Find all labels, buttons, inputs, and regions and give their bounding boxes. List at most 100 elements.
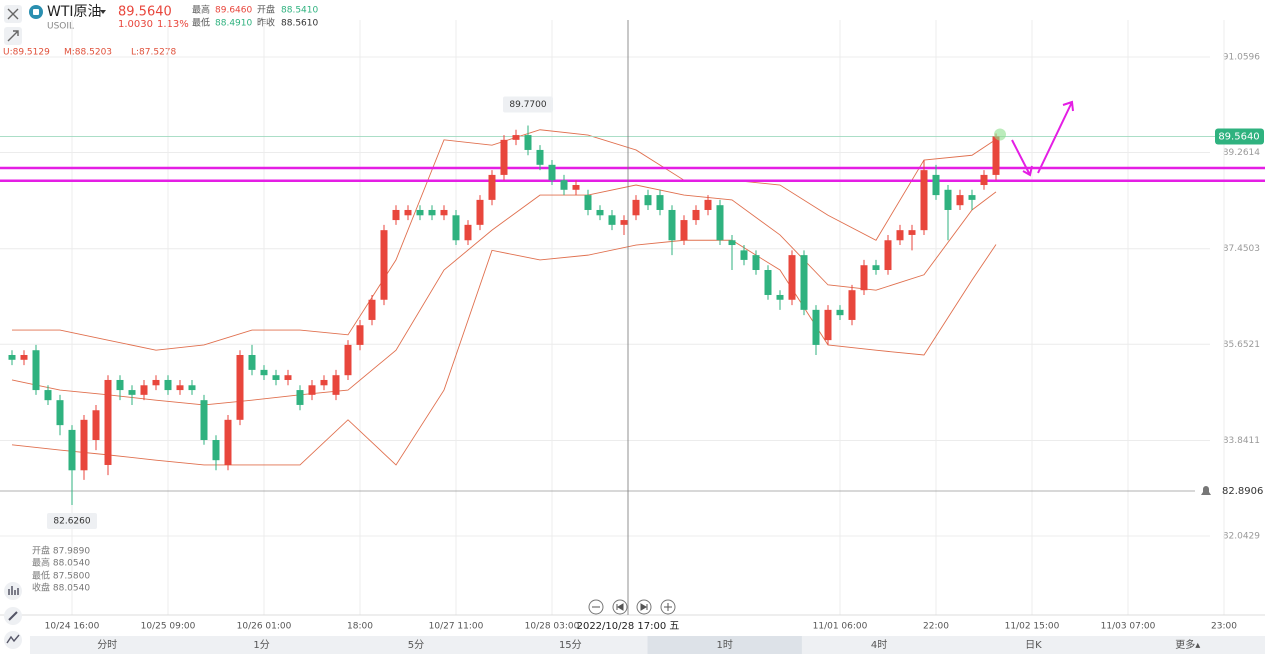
band-lower	[11, 239, 997, 466]
candle-body	[296, 390, 304, 405]
candle-body	[512, 135, 520, 140]
drawn-arrow[interactable]	[1011, 139, 1033, 177]
zoom-out[interactable]	[588, 599, 604, 615]
low-marker-box	[47, 513, 97, 530]
candle-body	[392, 209, 400, 221]
candle-body	[776, 294, 784, 300]
candle-body	[464, 224, 472, 241]
draw-tool[interactable]	[4, 607, 22, 625]
candle-body	[176, 385, 184, 391]
candle-body	[800, 255, 808, 310]
candle-body	[920, 170, 928, 231]
candle-body	[164, 379, 172, 391]
jump-start[interactable]	[612, 599, 628, 615]
bell-icon	[1201, 485, 1211, 495]
close-button[interactable]	[4, 5, 22, 23]
candle-body	[8, 355, 16, 360]
stat-label: 最高	[192, 4, 210, 16]
candle-body	[152, 379, 160, 386]
candle-body	[68, 429, 76, 471]
candle-body	[872, 265, 880, 271]
candle-body	[356, 325, 364, 345]
tab[interactable]: 15分	[559, 639, 582, 651]
price: 89.5640	[118, 5, 172, 20]
y-tick-label: 91.0596	[1223, 52, 1260, 62]
candle-body	[944, 189, 952, 210]
candle-body	[632, 199, 640, 216]
stat-label: 昨收	[257, 17, 275, 29]
y-tick-label: 87.4503	[1223, 244, 1260, 254]
tooltip-line: 开盘 87.9890	[32, 545, 90, 557]
candle-body	[860, 265, 868, 291]
candle-body	[584, 195, 592, 210]
candle-body	[320, 379, 328, 386]
candle-body	[704, 199, 712, 210]
candle-body	[812, 309, 820, 345]
tooltip-line: 最高 88.0540	[32, 557, 90, 569]
candle-body	[104, 379, 112, 465]
candle-body	[536, 149, 544, 165]
x-tick-label: 10/27 11:00	[429, 622, 484, 632]
expand-button[interactable]	[4, 27, 22, 45]
candle-body	[656, 195, 664, 210]
candle-body	[128, 390, 136, 395]
crosshair-box	[580, 618, 676, 634]
candle-body	[572, 185, 580, 190]
stat-value: 88.4910	[215, 19, 252, 29]
candle-body	[896, 230, 904, 241]
candle-body	[980, 174, 988, 186]
pattern-tool[interactable]	[4, 631, 22, 649]
stat-value: 89.6460	[215, 6, 252, 16]
tab[interactable]: 5分	[408, 639, 424, 651]
x-tick-label: 10/26 01:00	[237, 622, 292, 632]
x-tick-label: 18:00	[347, 622, 373, 632]
tab[interactable]: 4时	[871, 639, 887, 651]
low-marker-label: 82.6260	[53, 517, 90, 527]
x-tick-label: 11/03 07:00	[1101, 622, 1156, 632]
candle-body	[680, 220, 688, 241]
change-pct: 1.13%	[157, 19, 189, 30]
symbol-code: USOIL	[47, 22, 74, 32]
candle-body	[32, 350, 40, 391]
indicator-tool[interactable]	[4, 582, 22, 600]
candle-body	[260, 369, 268, 376]
candle-body	[788, 255, 796, 300]
x-tick-label: 11/02 15:00	[1005, 622, 1060, 632]
y-tick-label: 83.8411	[1223, 436, 1260, 446]
last-point-glow	[994, 128, 1006, 141]
candle-body	[368, 299, 376, 320]
candle-body	[668, 209, 676, 241]
interval-tabs: 分时 1分 5分 15分 1时 4时 日K 更多▴	[30, 636, 1265, 654]
candle-body	[116, 379, 124, 391]
tab[interactable]: 更多▴	[1175, 638, 1200, 651]
candle-body	[476, 199, 484, 225]
dropdown-caret[interactable]	[100, 10, 106, 14]
stat-label: 最低	[192, 17, 210, 29]
stat-label: 开盘	[257, 4, 275, 16]
x-tick-label: 22:00	[923, 622, 949, 632]
x-tick-label: 10/25 09:00	[141, 622, 196, 632]
candle-body	[200, 400, 208, 441]
tooltip-line: 收盘 88.0540	[32, 582, 90, 594]
candle-body	[908, 230, 916, 235]
plot-area: 91.0596 89.2614 87.4503 85.6521 83.8411 82.04…	[0, 20, 1265, 632]
candle-body	[284, 375, 292, 380]
tab-selected	[647, 636, 802, 654]
jump-end[interactable]	[636, 599, 652, 615]
tab[interactable]: 分时	[97, 639, 117, 651]
candle-body	[344, 344, 352, 376]
symbol-name[interactable]: WTI原油	[47, 4, 102, 20]
candle-body	[20, 355, 28, 360]
tab[interactable]: 1时	[717, 639, 733, 651]
candle-body	[488, 174, 496, 200]
candle-body	[824, 309, 832, 341]
candle-body	[560, 180, 568, 190]
zoom-in[interactable]	[660, 599, 676, 615]
candle-body	[524, 135, 532, 150]
drawn-arrow[interactable]	[1037, 100, 1074, 174]
tab[interactable]: 日K	[1025, 640, 1042, 651]
candle-body	[92, 410, 100, 441]
candle-body	[248, 355, 256, 370]
tab[interactable]: 1分	[253, 639, 269, 651]
